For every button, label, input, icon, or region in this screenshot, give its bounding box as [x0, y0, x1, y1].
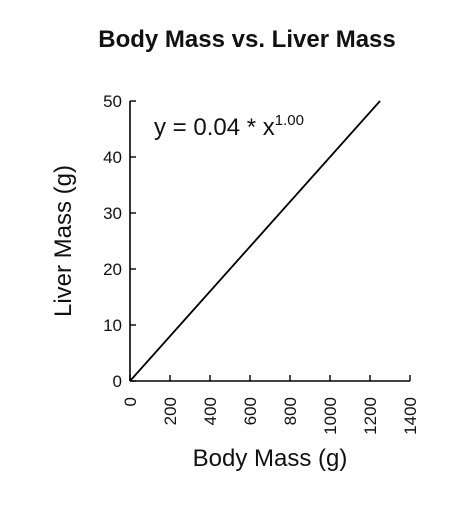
- y-tick-label: 30: [103, 204, 122, 223]
- x-tick-label: 200: [161, 397, 180, 425]
- y-tick-label: 0: [113, 372, 122, 391]
- y-tick-label: 50: [103, 92, 122, 111]
- x-tick-label: 1200: [361, 397, 380, 435]
- x-tick-label: 800: [281, 397, 300, 425]
- x-axis-label: Body Mass (g): [192, 445, 348, 472]
- chart-title: Body Mass vs. Liver Mass: [98, 26, 396, 53]
- equation-annotation: y = 0.04 * x1.00: [154, 112, 304, 141]
- y-tick-label: 40: [103, 148, 122, 167]
- x-tick-label: 1400: [401, 397, 420, 435]
- series-line: [129, 100, 381, 382]
- x-tick-label: 1000: [321, 397, 340, 435]
- y-tick-label: 20: [103, 260, 122, 279]
- y-tick-label: 10: [103, 316, 122, 335]
- x-tick-label: 400: [201, 397, 220, 425]
- x-tick-label: 0: [121, 397, 140, 406]
- x-tick-label: 600: [241, 397, 260, 425]
